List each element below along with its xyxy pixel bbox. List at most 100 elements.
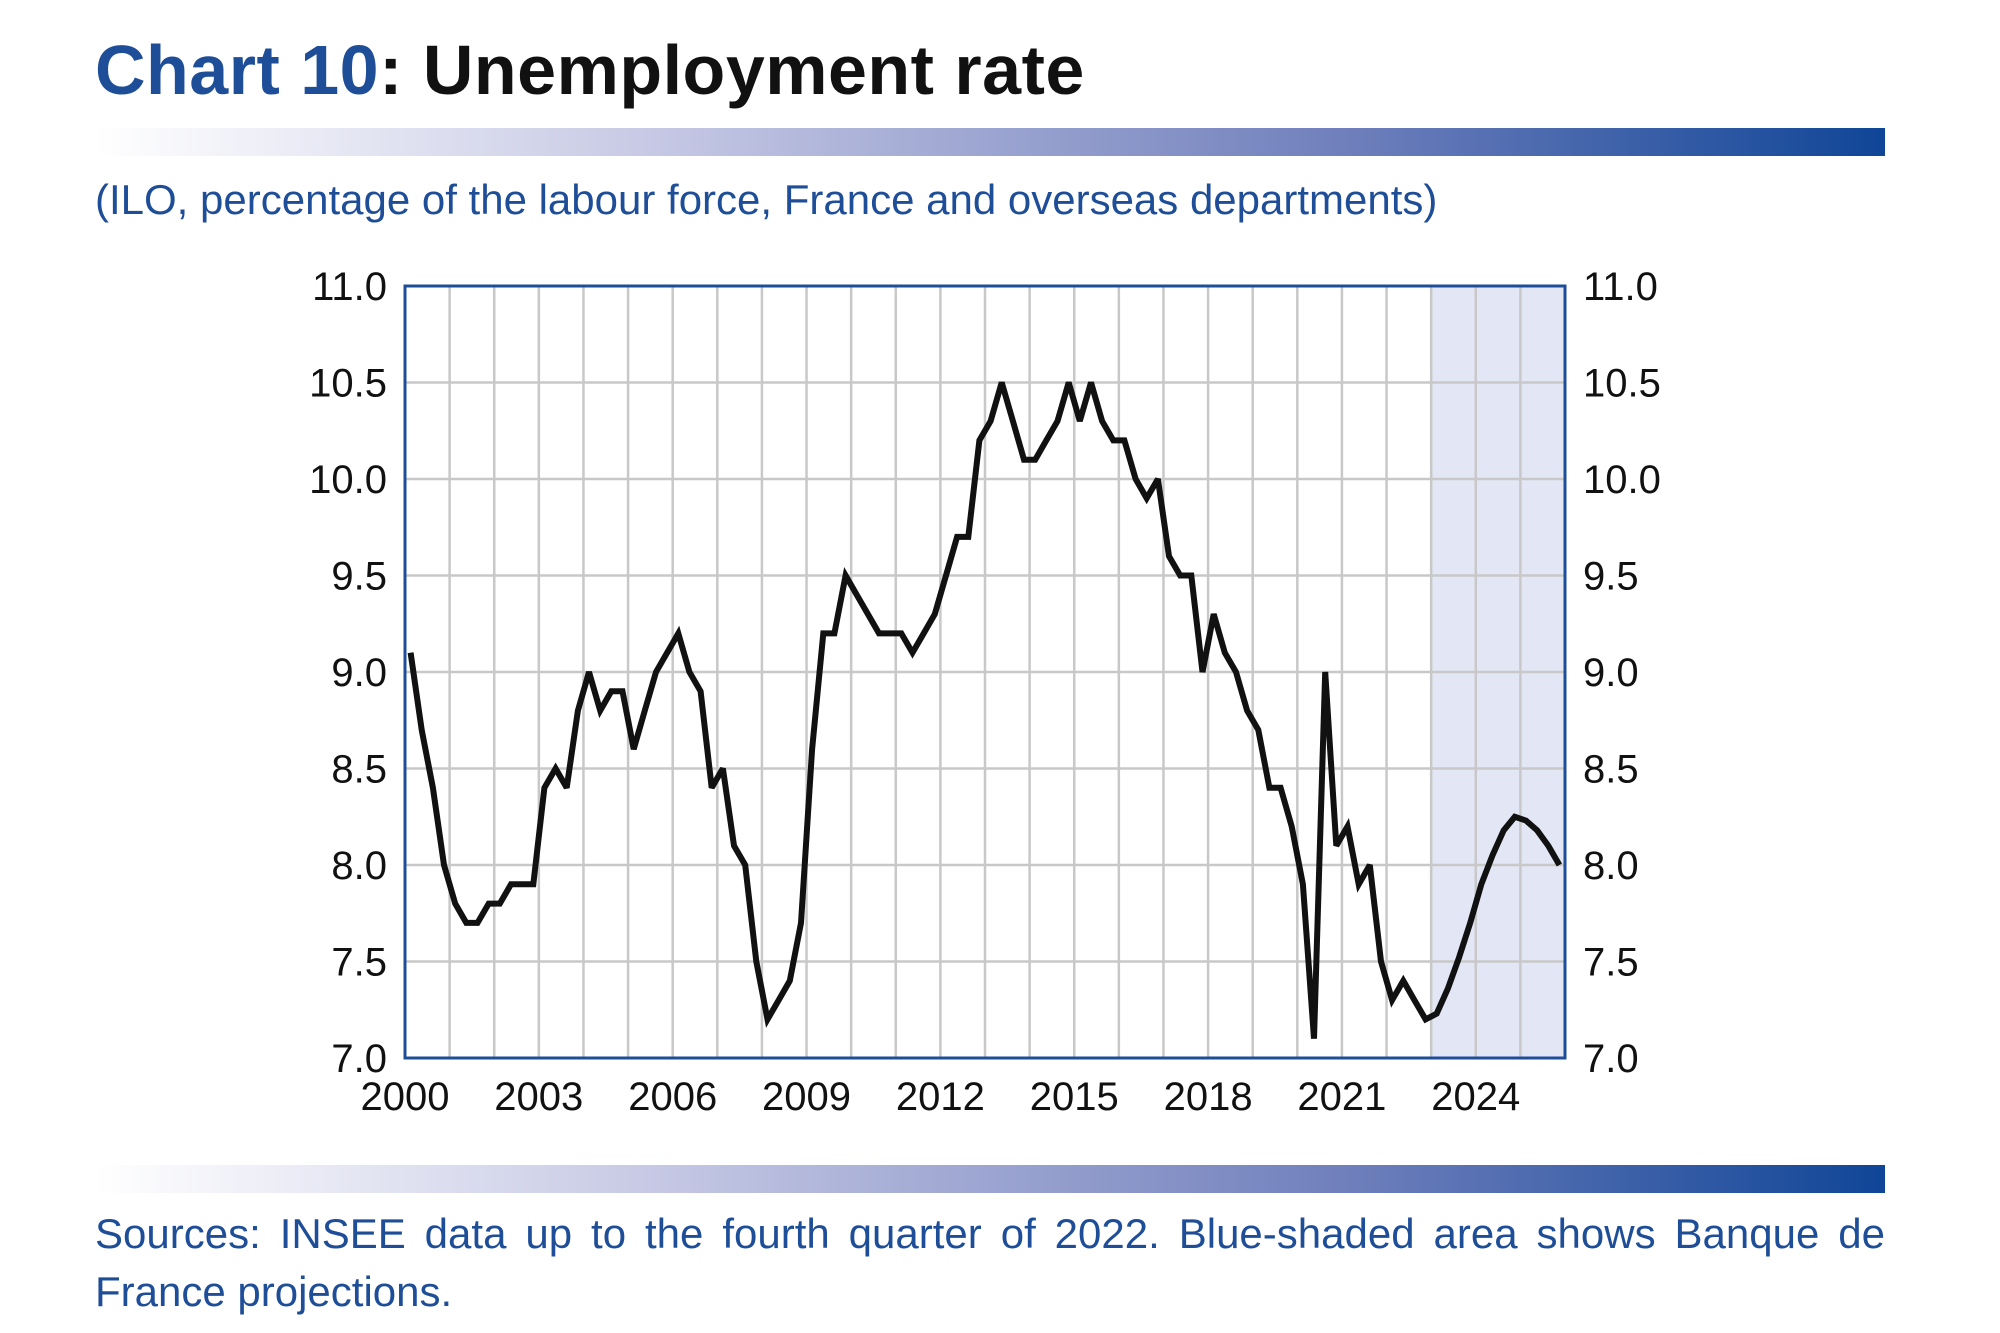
data-point-2003-Q3 <box>564 785 570 791</box>
data-point-2010-Q4 <box>887 630 893 636</box>
data-point-2025-Q1 <box>1523 818 1529 824</box>
data-point-2011-Q2 <box>910 650 916 656</box>
data-point-2007-Q1 <box>720 766 726 772</box>
data-point-2015-Q3 <box>1099 418 1105 424</box>
data-point-2015-Q1 <box>1077 418 1083 424</box>
data-point-2003-Q2 <box>553 766 559 772</box>
data-point-2011-Q1 <box>898 630 904 636</box>
data-point-2013-Q2 <box>999 380 1005 386</box>
data-point-2015-Q4 <box>1110 437 1116 443</box>
left-axis-ticks: 7.0 7.5 8.0 8.5 9.0 9.5 10.0 10.5 11.0 <box>309 265 387 1081</box>
data-point-2020-Q2 <box>1311 1036 1317 1042</box>
data-point-2017-Q4 <box>1200 669 1206 675</box>
data-point-2024-Q2 <box>1490 852 1496 858</box>
data-point-2008-Q4 <box>798 920 804 926</box>
data-point-2020-Q1 <box>1300 881 1306 887</box>
x-tick-label: 2015 <box>1030 1075 1119 1119</box>
data-point-2002-Q1 <box>497 901 503 907</box>
data-point-2017-Q2 <box>1177 573 1183 579</box>
left-y-tick-label: 7.0 <box>331 1037 387 1081</box>
data-point-2014-Q4 <box>1066 380 1072 386</box>
data-point-2004-Q3 <box>608 688 614 694</box>
data-point-2025-Q4 <box>1556 862 1562 868</box>
right-y-tick-label: 10.0 <box>1583 458 1661 502</box>
data-point-2021-Q4 <box>1378 959 1384 965</box>
data-point-2018-Q2 <box>1222 650 1228 656</box>
data-point-2014-Q1 <box>1032 457 1038 463</box>
x-tick-label: 2009 <box>762 1075 851 1119</box>
data-point-2019-Q2 <box>1266 785 1272 791</box>
data-point-2013-Q4 <box>1021 457 1027 463</box>
data-point-2005-Q2 <box>642 708 648 714</box>
data-point-2019-Q1 <box>1255 727 1261 733</box>
right-axis-ticks: 7.0 7.5 8.0 8.5 9.0 9.5 10.0 10.5 11.0 <box>1583 265 1661 1081</box>
data-point-2009-Q4 <box>843 573 849 579</box>
data-point-2022-Q3 <box>1411 997 1417 1003</box>
data-point-2015-Q2 <box>1088 380 1094 386</box>
data-point-2016-Q2 <box>1133 476 1139 482</box>
left-y-tick-label: 8.5 <box>331 748 387 792</box>
data-point-2024-Q3 <box>1501 827 1507 833</box>
right-y-tick-label: 10.5 <box>1583 362 1661 406</box>
data-point-2001-Q4 <box>486 901 492 907</box>
data-point-2000-Q2 <box>419 727 425 733</box>
bottom-divider <box>95 1165 1885 1193</box>
data-point-2018-Q1 <box>1211 611 1217 617</box>
data-point-2023-Q3 <box>1456 955 1462 961</box>
right-y-tick-label: 7.0 <box>1583 1037 1639 1081</box>
x-tick-label: 2021 <box>1297 1075 1386 1119</box>
left-y-tick-label: 7.5 <box>331 941 387 985</box>
data-point-2020-Q3 <box>1322 669 1328 675</box>
data-point-2005-Q4 <box>664 650 670 656</box>
data-point-2025-Q2 <box>1534 827 1540 833</box>
data-point-2016-Q4 <box>1155 476 1161 482</box>
data-point-2025-Q3 <box>1545 843 1551 849</box>
left-y-tick-label: 10.5 <box>309 362 387 406</box>
x-tick-label: 2000 <box>361 1075 450 1119</box>
data-point-2000-Q1 <box>408 650 414 656</box>
data-point-2018-Q4 <box>1244 708 1250 714</box>
data-point-2006-Q4 <box>709 785 715 791</box>
data-point-2012-Q3 <box>965 534 971 540</box>
data-point-2005-Q3 <box>653 669 659 675</box>
left-y-tick-label: 9.5 <box>331 555 387 599</box>
data-point-2023-Q4 <box>1467 920 1473 926</box>
data-point-2008-Q2 <box>776 997 782 1003</box>
data-point-2021-Q1 <box>1345 823 1351 829</box>
data-point-2021-Q2 <box>1356 881 1362 887</box>
data-point-2012-Q4 <box>976 437 982 443</box>
unemployment-series-line <box>407 381 1563 1039</box>
data-point-2012-Q1 <box>943 573 949 579</box>
data-point-2008-Q1 <box>765 1016 771 1022</box>
data-point-2009-Q2 <box>820 630 826 636</box>
data-point-2007-Q3 <box>742 862 748 868</box>
data-point-2017-Q1 <box>1166 553 1172 559</box>
data-point-2006-Q2 <box>686 669 692 675</box>
data-point-2024-Q1 <box>1478 881 1484 887</box>
data-point-2014-Q3 <box>1055 418 1061 424</box>
plot-frame <box>403 284 1567 1060</box>
x-axis-ticks: 2000 2003 2006 2009 2012 2015 2018 2021 2024 <box>361 1075 1521 1119</box>
data-point-2002-Q2 <box>508 881 514 887</box>
data-point-2007-Q4 <box>753 959 759 965</box>
data-point-2013-Q3 <box>1010 418 1016 424</box>
data-point-2003-Q1 <box>541 785 547 791</box>
data-point-2000-Q4 <box>441 862 447 868</box>
data-point-2010-Q3 <box>876 630 882 636</box>
data-point-2024-Q4 <box>1512 814 1518 820</box>
top-divider <box>95 128 1885 156</box>
data-point-2022-Q4 <box>1423 1016 1429 1022</box>
data-point-2011-Q4 <box>932 611 938 617</box>
data-point-2010-Q2 <box>865 611 871 617</box>
left-y-tick-label: 8.0 <box>331 844 387 888</box>
data-point-2001-Q2 <box>463 920 469 926</box>
data-point-2020-Q4 <box>1333 843 1339 849</box>
data-point-2004-Q4 <box>620 688 626 694</box>
data-point-2006-Q3 <box>698 688 704 694</box>
x-tick-label: 2024 <box>1431 1075 1520 1119</box>
chart-number: Chart 10 <box>95 31 380 109</box>
data-point-2023-Q1 <box>1434 1011 1440 1017</box>
chart-subtitle: (ILO, percentage of the labour force, Fr… <box>95 176 1438 223</box>
x-tick-label: 2003 <box>494 1075 583 1119</box>
